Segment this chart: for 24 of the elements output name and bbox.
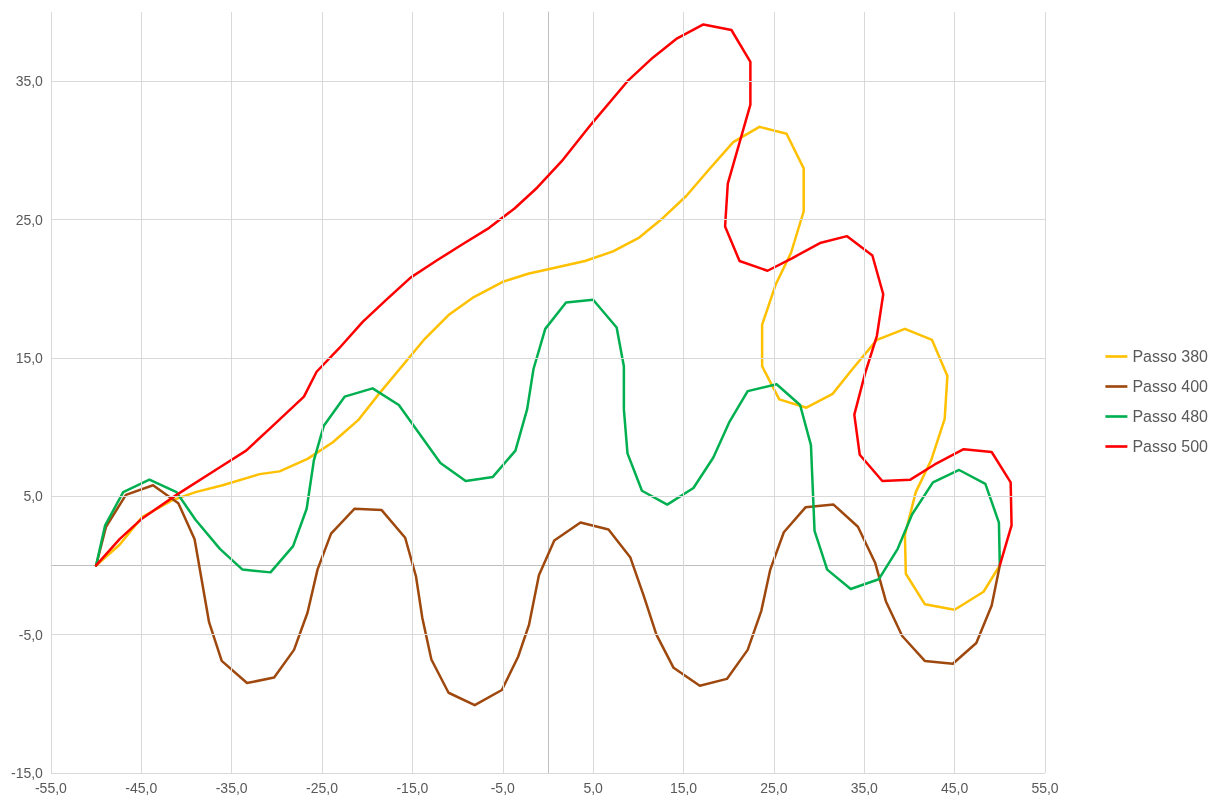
y-tick-label: 35,0 xyxy=(15,73,44,90)
x-tick-label: -55,0 xyxy=(34,780,68,796)
legend-label: Passo 400 xyxy=(1132,378,1209,395)
x-tick-label: -25,0 xyxy=(306,780,339,796)
line-series xyxy=(94,23,1013,567)
x-tick-label: -45,0 xyxy=(125,780,158,796)
x-tick-label: 15,0 xyxy=(669,780,698,796)
x-tick-label: 45,0 xyxy=(941,780,969,796)
x-tick-label: 25,0 xyxy=(760,780,788,796)
x-tick-label: 5,0 xyxy=(583,780,604,796)
x-tick-label: 35,0 xyxy=(850,780,879,796)
y-tick-label: -5,0 xyxy=(18,626,44,643)
legend-label: Passo 500 xyxy=(1132,438,1209,455)
y-tick-label: 5,0 xyxy=(23,488,44,505)
legend-label: Passo 380 xyxy=(1132,348,1209,365)
line-series xyxy=(94,298,1002,591)
y-tick-label: -15,0 xyxy=(10,765,44,781)
x-tick-label: -5,0 xyxy=(490,780,516,796)
y-tick-label: 25,0 xyxy=(15,211,44,228)
y-tick-label: 15,0 xyxy=(15,349,44,366)
legend-label: Passo 480 xyxy=(1132,408,1209,425)
x-tick-label: -15,0 xyxy=(396,780,429,796)
x-tick-label: -35,0 xyxy=(215,780,248,796)
x-tick-label: 55,0 xyxy=(1031,780,1059,796)
